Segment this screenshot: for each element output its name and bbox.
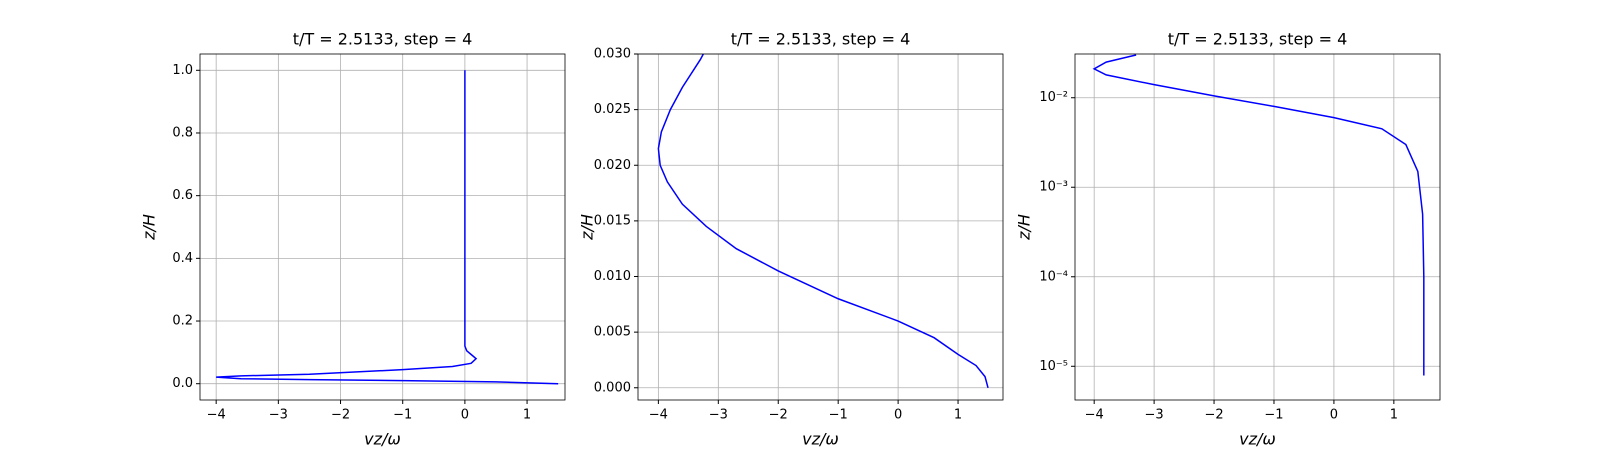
x-tick-label: −4: [649, 408, 668, 423]
y-tick-label: 0.6: [172, 188, 193, 203]
x-tick-label: −2: [769, 408, 788, 423]
y-tick-label: 0.000: [594, 380, 631, 395]
y-tick-label: 0.025: [594, 102, 631, 117]
y-tick-label: 0.005: [594, 325, 631, 340]
axes-frame: [199, 53, 566, 401]
chart-title: t/T = 2.5133, step = 4: [731, 30, 911, 49]
x-tick-label: 1: [523, 408, 531, 423]
x-tick-label: 0: [894, 408, 902, 423]
chart-title: t/T = 2.5133, step = 4: [293, 30, 473, 49]
y-tick-label: 0.8: [172, 125, 193, 140]
y-tick-label: 0.030: [594, 47, 631, 62]
x-tick-label: 1: [954, 408, 962, 423]
x-tick-label: −3: [709, 408, 728, 423]
x-tick-label: −3: [269, 408, 288, 423]
x-tick-label: −3: [1145, 408, 1164, 423]
y-tick-label: 0.0: [172, 376, 193, 391]
x-tick-label: −4: [207, 408, 226, 423]
data-line: [657, 53, 989, 388]
x-tick-label: −2: [1204, 408, 1223, 423]
axes-frame: [1074, 53, 1441, 401]
x-axis-label: vz/ω: [364, 430, 401, 449]
x-tick-label: −1: [1264, 408, 1283, 423]
x-tick-label: −1: [829, 408, 848, 423]
x-tick-label: 0: [1330, 408, 1338, 423]
y-tick-label: 10⁻⁴: [1039, 269, 1068, 284]
axes-frame: [637, 53, 1004, 401]
y-tick-label: 1.0: [172, 63, 193, 78]
y-axis-label: z/H: [1015, 214, 1034, 241]
x-tick-label: 0: [461, 408, 469, 423]
x-tick-label: −4: [1085, 408, 1104, 423]
data-line: [1092, 54, 1425, 376]
y-tick-label: 0.020: [594, 158, 631, 173]
x-tick-label: −1: [393, 408, 412, 423]
data-line: [216, 70, 559, 385]
y-axis-label: z/H: [140, 214, 159, 241]
x-axis-label: vz/ω: [802, 430, 839, 449]
chart-title: t/T = 2.5133, step = 4: [1168, 30, 1348, 49]
y-tick-label: 10⁻²: [1039, 90, 1068, 105]
y-tick-label: 10⁻³: [1039, 180, 1068, 195]
y-tick-label: 0.015: [594, 213, 631, 228]
y-axis-label: z/H: [578, 214, 597, 241]
x-axis-label: vz/ω: [1239, 430, 1276, 449]
y-tick-label: 10⁻⁵: [1039, 359, 1068, 374]
y-tick-label: 0.4: [172, 251, 193, 266]
y-tick-label: 0.010: [594, 269, 631, 284]
x-tick-label: −2: [331, 408, 350, 423]
y-tick-label: 0.2: [172, 314, 193, 329]
x-tick-label: 1: [1390, 408, 1398, 423]
